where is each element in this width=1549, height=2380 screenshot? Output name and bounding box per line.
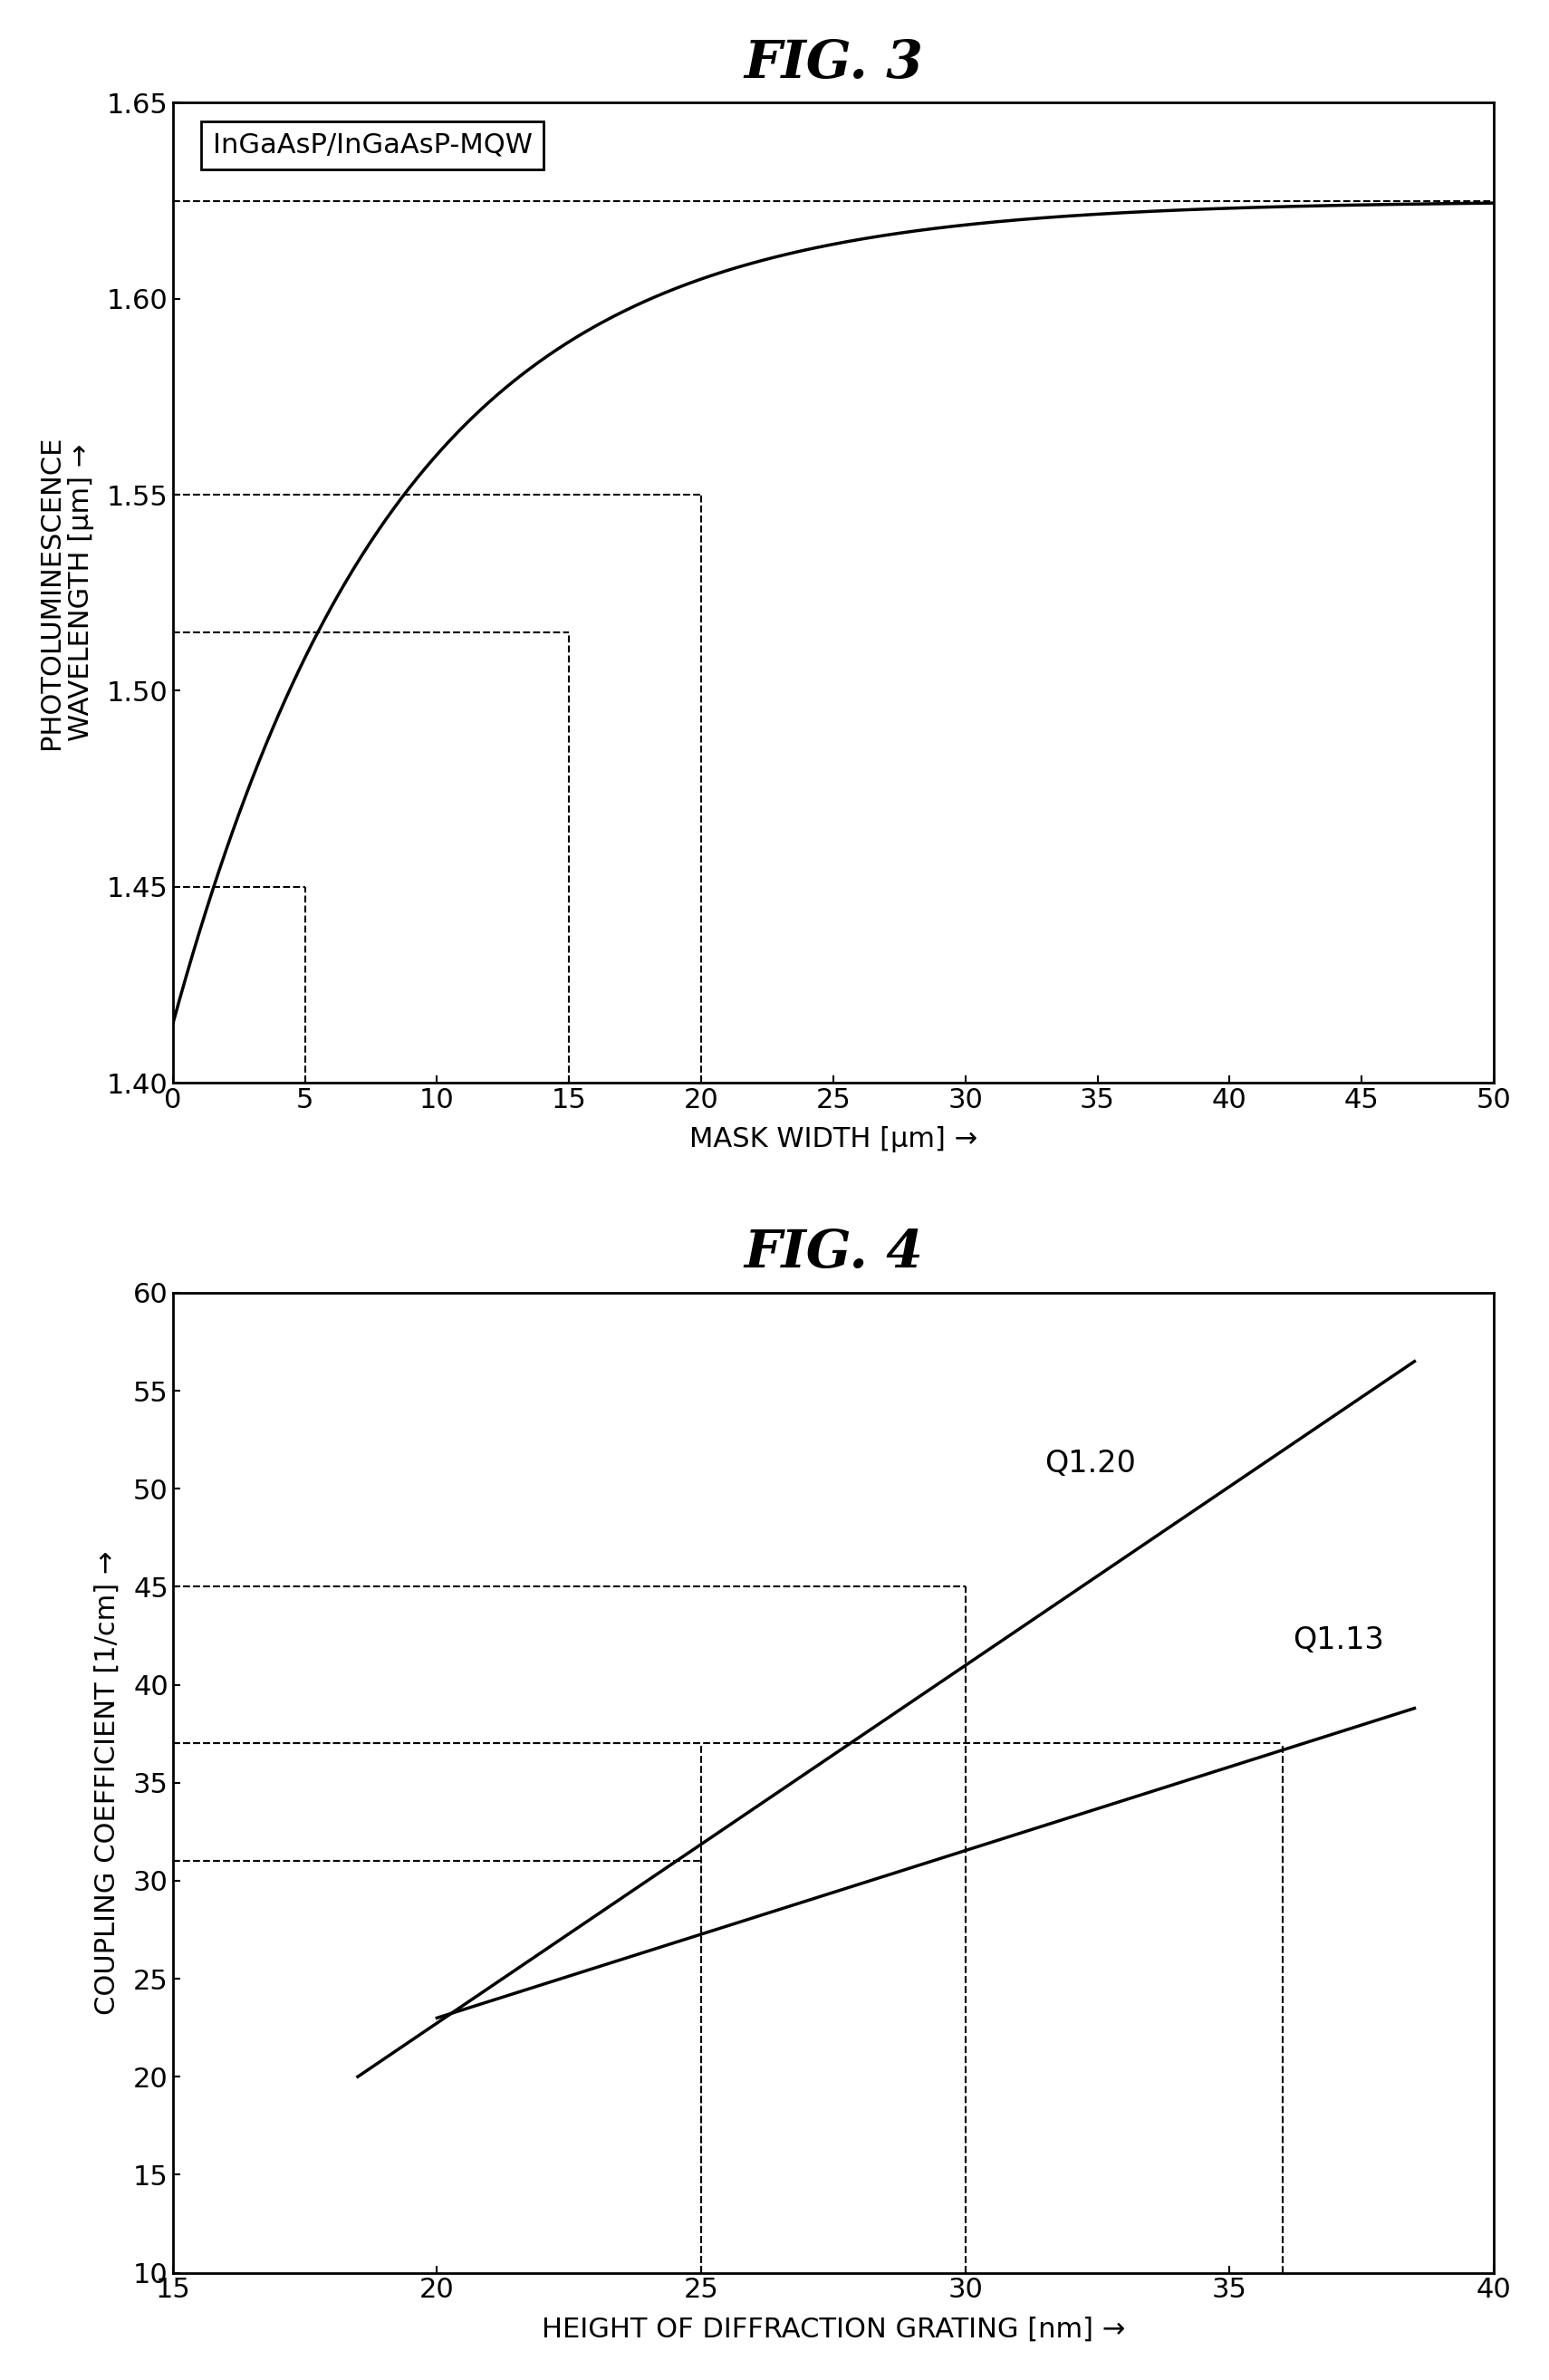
Title: FIG. 4: FIG. 4 [744, 1228, 923, 1278]
Y-axis label: PHOTOLUMINESCENCE
WAVELENGTH [μm] →: PHOTOLUMINESCENCE WAVELENGTH [μm] → [37, 436, 94, 750]
Text: Q1.13: Q1.13 [1293, 1626, 1385, 1656]
Title: FIG. 3: FIG. 3 [744, 38, 923, 88]
Text: InGaAsP/InGaAsP-MQW: InGaAsP/InGaAsP-MQW [212, 133, 533, 159]
X-axis label: HEIGHT OF DIFFRACTION GRATING [nm] →: HEIGHT OF DIFFRACTION GRATING [nm] → [542, 2316, 1125, 2342]
Text: Q1.20: Q1.20 [1044, 1449, 1135, 1478]
Y-axis label: COUPLING COEFFICIENT [1/cm] →: COUPLING COEFFICIENT [1/cm] → [94, 1552, 121, 2016]
X-axis label: MASK WIDTH [μm] →: MASK WIDTH [μm] → [689, 1126, 977, 1152]
